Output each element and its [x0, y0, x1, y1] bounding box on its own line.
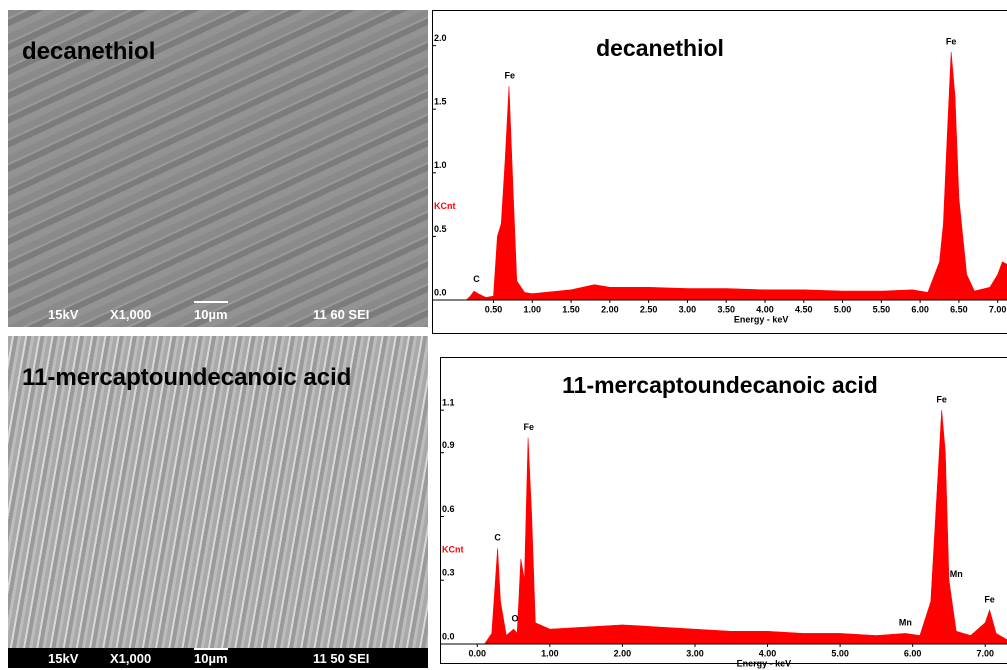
sem-label: 11-mercaptoundecanoic acid — [22, 364, 352, 391]
sem-image: 11-mercaptoundecanoic acid 15kV X1,000 1… — [8, 336, 428, 668]
scale-bar — [194, 648, 228, 650]
peak-label: C — [473, 274, 480, 284]
x-tick-label: 2.50 — [640, 304, 658, 314]
y-tick-label: 1.5 — [434, 97, 447, 107]
y-tick-label: 1.0 — [434, 160, 447, 170]
peak-label: O — [512, 613, 519, 623]
x-axis-label: Energy - keV — [737, 658, 792, 668]
peak-label: Fe — [505, 71, 516, 81]
x-tick-label: 3.50 — [717, 304, 735, 314]
x-tick-label: 7.00 — [989, 304, 1007, 314]
magnification: X1,000 — [110, 307, 152, 322]
x-tick-label: 6.50 — [950, 304, 968, 314]
x-tick-label: 1.50 — [562, 304, 580, 314]
y-tick-label: 0.3 — [442, 568, 455, 578]
voltage: 15kV — [48, 651, 79, 666]
x-tick-label: 1.00 — [524, 304, 542, 314]
peak-label: Fe — [984, 594, 995, 604]
x-tick-label: 2.00 — [601, 304, 619, 314]
peak-label: Fe — [946, 36, 957, 46]
sem-info-bar: 15kV X1,000 10µm 11 60 SEI — [8, 301, 428, 327]
y-tick-label: 2.0 — [434, 33, 447, 43]
peak-label: Fe — [936, 395, 947, 405]
scale: 10µm — [194, 651, 228, 666]
chart-title: 11-mercaptoundecanoic acid — [562, 372, 878, 398]
spectrum — [465, 51, 1007, 301]
spectrum — [483, 410, 1007, 645]
peak-label: C — [494, 533, 501, 543]
sem-image: decanethiol 15kV X1,000 10µm 11 60 SEI — [8, 10, 428, 327]
image-code: 11 50 SEI — [313, 651, 370, 666]
x-tick-label: 7.00 — [976, 648, 994, 658]
x-tick-label: 4.00 — [756, 304, 774, 314]
x-tick-label: 4.50 — [795, 304, 813, 314]
spectrum-frame — [432, 10, 1007, 334]
y-tick-label: 0.0 — [442, 631, 455, 641]
x-tick-label: 0.00 — [469, 648, 487, 658]
x-tick-label: 6.00 — [911, 304, 929, 314]
magnification: X1,000 — [110, 651, 152, 666]
x-tick-label: 3.00 — [686, 648, 704, 658]
x-axis-label: Energy - keV — [734, 314, 789, 324]
peak-label: Fe — [524, 422, 535, 432]
x-tick-label: 5.00 — [831, 648, 849, 658]
scale-bar — [194, 301, 228, 303]
image-code: 11 60 SEI — [313, 307, 370, 322]
scale: 10µm — [194, 307, 228, 322]
x-tick-label: 3.00 — [679, 304, 697, 314]
peak-label: Mn — [950, 569, 963, 579]
y-tick-label: 0.9 — [442, 440, 455, 450]
y-tick-label: 0.5 — [434, 224, 447, 234]
peak-label: Mn — [899, 618, 912, 628]
x-tick-label: 2.00 — [614, 648, 632, 658]
x-tick-label: 5.50 — [873, 304, 891, 314]
x-tick-label: 5.00 — [834, 304, 852, 314]
x-tick-label: 4.00 — [759, 648, 777, 658]
x-tick-label: 6.00 — [904, 648, 922, 658]
sem-label: decanethiol — [22, 38, 156, 65]
voltage: 15kV — [48, 307, 79, 322]
y-tick-label: 0.0 — [434, 287, 447, 297]
x-tick-label: 0.50 — [485, 304, 503, 314]
y-tick-label: 0.6 — [442, 504, 455, 514]
y-axis-label: KCnt — [434, 201, 456, 211]
chart-title: decanethiol — [596, 35, 724, 61]
sem-info-bar: 15kV X1,000 10µm 11 50 SEI — [8, 648, 428, 668]
y-tick-label: 1.1 — [442, 398, 455, 408]
x-tick-label: 1.00 — [541, 648, 559, 658]
y-axis-label: KCnt — [442, 545, 464, 555]
